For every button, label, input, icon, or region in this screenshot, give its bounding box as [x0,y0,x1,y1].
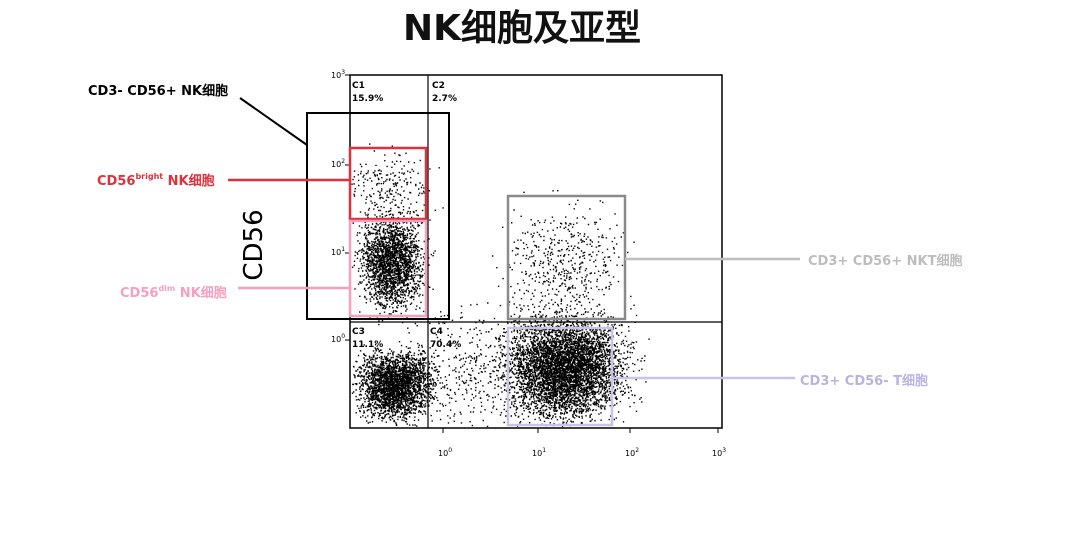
dot-cluster [351,336,450,427]
x-tick-label-base: 10 [532,449,542,458]
x-tick-label-exp: 2 [635,447,639,454]
y-tick-label-exp: 0 [341,333,345,340]
gate-label: CD56bright NK细胞 [97,172,215,189]
x-tick-label-exp: 3 [722,447,726,454]
quadrant-percent: 11.1% [352,340,383,350]
y-tick-label-exp: 1 [341,246,345,253]
x-tick-label-exp: 1 [542,447,546,454]
gate-bright [348,146,428,221]
x-tick-label-base: 10 [712,449,722,458]
y-tick-label: 102 [331,158,345,169]
x-tick-label-exp: 0 [448,447,452,454]
x-tick-label-base: 10 [438,449,448,458]
gate-label: CD3- CD56+ NK细胞 [88,83,228,99]
gate-label-part: NK细胞 [163,173,214,189]
gate-label-part: CD56 [97,174,135,189]
y-tick-label-base: 10 [331,335,341,344]
title: NK细胞及亚型 [403,8,641,49]
gate-label: CD3+ CD56- T细胞 [800,373,928,389]
y-tick-label: 101 [331,246,345,257]
x-tick-label: 101 [532,447,546,458]
y-tick-label-exp: 2 [341,158,345,165]
gate-nkt [506,194,627,321]
quadrant-name: C1 [352,81,365,91]
gate-label: CD56dim NK细胞 [120,284,227,301]
y-tick-label: 103 [331,69,345,80]
y-tick-label-base: 10 [331,71,341,80]
gate-label-sup: bright [135,172,163,181]
gate-nk [306,112,450,320]
x-tick-label: 100 [438,447,452,458]
gate-dim [348,219,428,318]
gate-t [506,326,614,427]
quadrant-percent: 15.9% [352,94,383,104]
gate-label-sup: dim [158,284,175,293]
quadrant-name: C2 [432,81,445,91]
x-tick-label-base: 10 [625,449,635,458]
y-tick-label-base: 10 [331,248,341,257]
quadrant-percent: 70.4% [430,340,461,350]
y-tick-label-base: 10 [331,160,341,169]
quadrant-name: C4 [430,327,443,337]
y-tick-label: 100 [331,333,345,344]
x-tick-label: 103 [712,447,726,458]
quadrant-name: C3 [352,327,365,337]
gate-connector [239,97,308,146]
scatter-dots [351,143,650,428]
quadrant-percent: 2.7% [432,94,457,104]
x-tick-label: 102 [625,447,639,458]
gate-label-part: CD56 [120,286,158,301]
dot-cluster [351,202,436,329]
y-axis-label: CD56 [239,209,269,280]
gate-label-part: NK细胞 [175,285,226,301]
y-tick-label-exp: 3 [341,69,345,76]
gate-label: CD3+ CD56+ NKT细胞 [808,253,962,269]
